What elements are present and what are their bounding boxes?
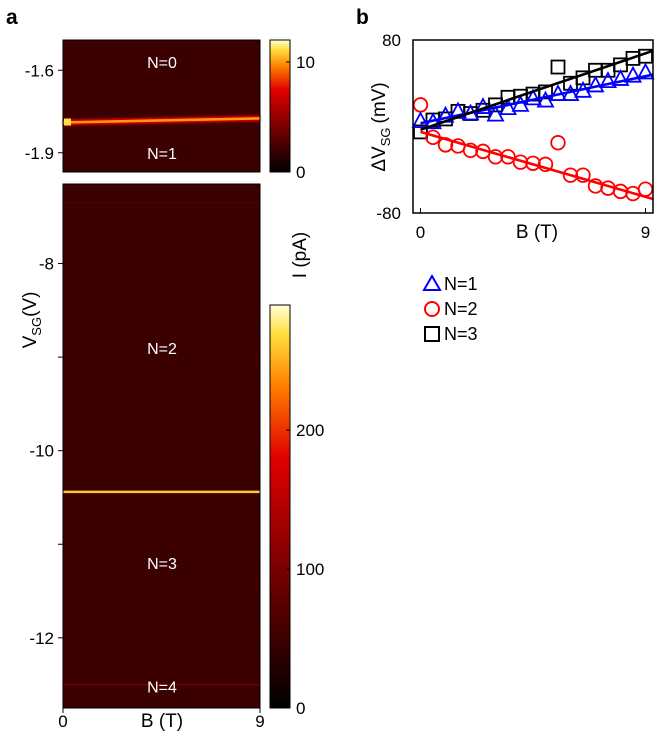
vsg-axis-label: VSG(V) [20,292,44,349]
legend-item-n3: N=3 [424,324,478,344]
scatter-ytick-label: 80 [382,31,401,50]
legend-label-n2: N=2 [444,299,478,319]
ytick-label: -1.6 [25,61,54,80]
region-label-n0: N=0 [147,55,177,72]
vsg-axis-label-main: V [20,335,41,348]
legend-marker-square [424,326,440,342]
colorbar-top: 0 10 [269,39,315,182]
data-point-n2 [537,156,554,173]
scatter-plot-content [411,48,655,202]
legend-label-n3: N=3 [444,324,478,344]
data-point-n1 [486,104,505,122]
colorbar-tick-label: 200 [296,421,324,440]
data-point-n3 [413,124,428,140]
vsg-axis-label-sub: SG [29,317,44,336]
ytick-label: -10 [29,442,54,461]
data-point-n2 [462,142,479,158]
region-label-n4: N=4 [147,679,177,696]
data-point-n1 [611,69,630,86]
fit-line-n1 [420,73,654,125]
scatter-ylabel-sub: SG [378,127,393,146]
heatmap-bottom: -8 -10 -12 0 9 N=2 N=3 N=4 [29,183,265,731]
data-point-n1 [536,90,555,108]
heatmap-top-yticks: -1.6 -1.9 [25,61,63,163]
transition-line-n0-n1 [62,117,261,124]
scatter-xlabel: B (T) [516,222,558,243]
heatmap-top-frame [62,39,261,173]
xtick-label: 0 [58,712,67,731]
legend-label-n1: N=1 [444,274,478,294]
scatter-ytick-label: -80 [376,204,401,223]
colorbar-tick-label: 100 [296,560,324,579]
data-point-n2 [637,181,654,197]
b-axis-label-a: B (T) [141,711,183,732]
legend-marker-triangle [422,273,442,291]
data-point-n1 [623,65,643,83]
colorbar-top-ticks: 0 10 [286,53,315,182]
region-label-n3: N=3 [147,556,177,573]
scatter-ylabel: ΔVSG (mV) [369,82,393,171]
transition-line-hotspot [64,118,71,126]
scatter-xtick-label: 0 [416,223,425,242]
heatmap-bottom-background [63,184,260,708]
panel-label-a: a [6,6,18,29]
heatmap-top: -1.6 -1.9 N=0 N=1 [25,39,261,173]
colorbar-tick-label: 0 [296,699,305,718]
data-point-n1 [411,111,430,128]
data-point-n2 [550,135,566,151]
heatmap-bottom-ticks: -8 -10 -12 0 9 [29,255,264,731]
region-label-n1: N=1 [147,146,177,163]
heatmap-bottom-layer [63,200,260,687]
data-point-n1 [598,71,618,88]
data-point-n2 [562,167,579,183]
scatter-plot-ticks: 80 -80 0 9 [376,31,650,242]
legend-item-n2: N=2 [424,299,478,319]
scatter-ylabel-main: ΔV [369,146,390,172]
colorbar-bottom-ticks: 0 100 200 [286,421,324,718]
heatmap-top-layer [62,115,261,126]
data-point-n1 [586,75,605,93]
ytick-label: -1.9 [25,144,54,163]
scatter-plot: 80 -80 0 9 B (T) ΔVSG (mV) [369,31,655,243]
ytick-label: -8 [39,255,54,274]
scatter-xtick-label: 9 [641,223,650,242]
region-label-n2: N=2 [147,341,177,358]
scatter-ylabel-unit: (mV) [369,82,390,123]
data-point-n2 [412,97,429,113]
colorbar-tick-label: 0 [296,163,305,182]
heatmap-top-background [63,40,260,172]
fit-line-n3 [420,49,654,131]
scatter-plot-frame [412,39,654,214]
data-point-n1 [636,62,655,80]
current-axis-label: I (pA) [290,232,311,278]
fit-line-n2 [420,130,654,201]
panel-label-b: b [356,6,369,29]
heatmap-bottom-frame [62,183,261,709]
xtick-label: 9 [255,712,264,731]
ytick-label: -12 [29,629,54,648]
data-point-n1 [498,98,518,116]
legend-item-n1: N=1 [422,273,478,294]
vsg-axis-label-unit: (V) [20,292,41,317]
legend: N=1 N=2 N=3 [422,273,478,344]
colorbar-tick-label: 10 [296,53,315,72]
data-point-n1 [523,88,543,106]
colorbar-top-gradient [269,39,291,173]
legend-marker-circle [424,301,440,317]
data-point-n2 [500,149,516,165]
data-point-n2 [575,167,591,183]
colorbar-bottom-gradient [269,304,291,709]
data-point-n3 [550,59,566,75]
colorbar-bottom: 0 100 200 [269,304,324,718]
